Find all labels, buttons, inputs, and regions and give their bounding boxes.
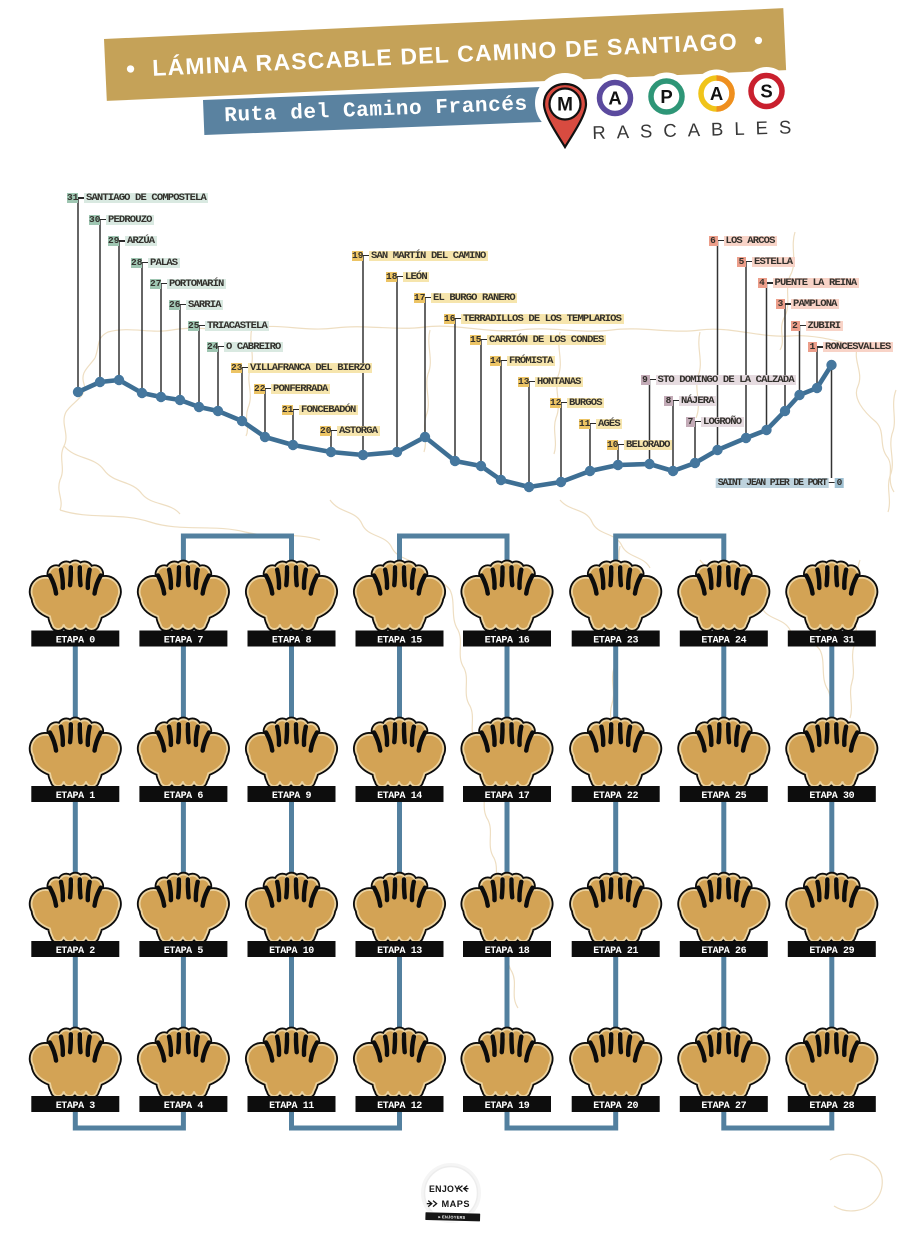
svg-text:ETAPA 23: ETAPA 23: [593, 635, 638, 646]
svg-text:MAPS: MAPS: [442, 1199, 471, 1209]
svg-text:ETAPA 7: ETAPA 7: [164, 635, 204, 646]
svg-text:ETAPA 31: ETAPA 31: [809, 635, 854, 646]
svg-text:A: A: [608, 88, 621, 109]
svg-text:ETAPA 9: ETAPA 9: [272, 791, 312, 802]
svg-text:ETAPA 20: ETAPA 20: [593, 1101, 638, 1112]
svg-text:ETAPA 25: ETAPA 25: [701, 791, 746, 802]
svg-text:▸ ENJOYERS: ▸ ENJOYERS: [437, 1214, 465, 1220]
svg-text:ETAPA 17: ETAPA 17: [485, 791, 530, 802]
svg-text:ETAPA 2: ETAPA 2: [56, 946, 96, 957]
svg-text:ETAPA 29: ETAPA 29: [809, 946, 854, 957]
svg-text:ENJOY: ENJOY: [429, 1184, 460, 1194]
svg-text:ETAPA 30: ETAPA 30: [809, 791, 854, 802]
svg-text:ETAPA 18: ETAPA 18: [485, 946, 530, 957]
svg-text:ETAPA 16: ETAPA 16: [485, 635, 530, 646]
svg-text:ETAPA 14: ETAPA 14: [377, 791, 422, 802]
svg-text:ETAPA 4: ETAPA 4: [164, 1101, 204, 1112]
svg-text:ETAPA 19: ETAPA 19: [485, 1101, 530, 1112]
svg-text:ETAPA 26: ETAPA 26: [701, 946, 746, 957]
svg-text:ETAPA 11: ETAPA 11: [269, 1101, 314, 1112]
svg-text:ETAPA 24: ETAPA 24: [701, 635, 746, 646]
svg-text:ETAPA 0: ETAPA 0: [56, 635, 96, 646]
svg-text:S: S: [760, 81, 772, 102]
svg-text:P: P: [660, 86, 672, 107]
svg-text:M: M: [557, 95, 573, 116]
svg-text:ETAPA 28: ETAPA 28: [809, 1101, 854, 1112]
svg-text:ETAPA 10: ETAPA 10: [269, 946, 314, 957]
svg-text:ETAPA 1: ETAPA 1: [56, 791, 96, 802]
svg-text:ETAPA 22: ETAPA 22: [593, 791, 638, 802]
svg-text:ETAPA 8: ETAPA 8: [272, 635, 312, 646]
svg-text:A: A: [710, 83, 723, 104]
svg-text:ETAPA 12: ETAPA 12: [377, 1101, 422, 1112]
svg-text:ETAPA 5: ETAPA 5: [164, 946, 204, 957]
svg-text:ETAPA 21: ETAPA 21: [593, 946, 638, 957]
svg-text:ETAPA 6: ETAPA 6: [164, 791, 204, 802]
svg-text:ETAPA 15: ETAPA 15: [377, 635, 422, 646]
svg-text:ETAPA 3: ETAPA 3: [56, 1101, 96, 1112]
svg-text:ETAPA 13: ETAPA 13: [377, 946, 422, 957]
svg-text:ETAPA 27: ETAPA 27: [701, 1101, 746, 1112]
